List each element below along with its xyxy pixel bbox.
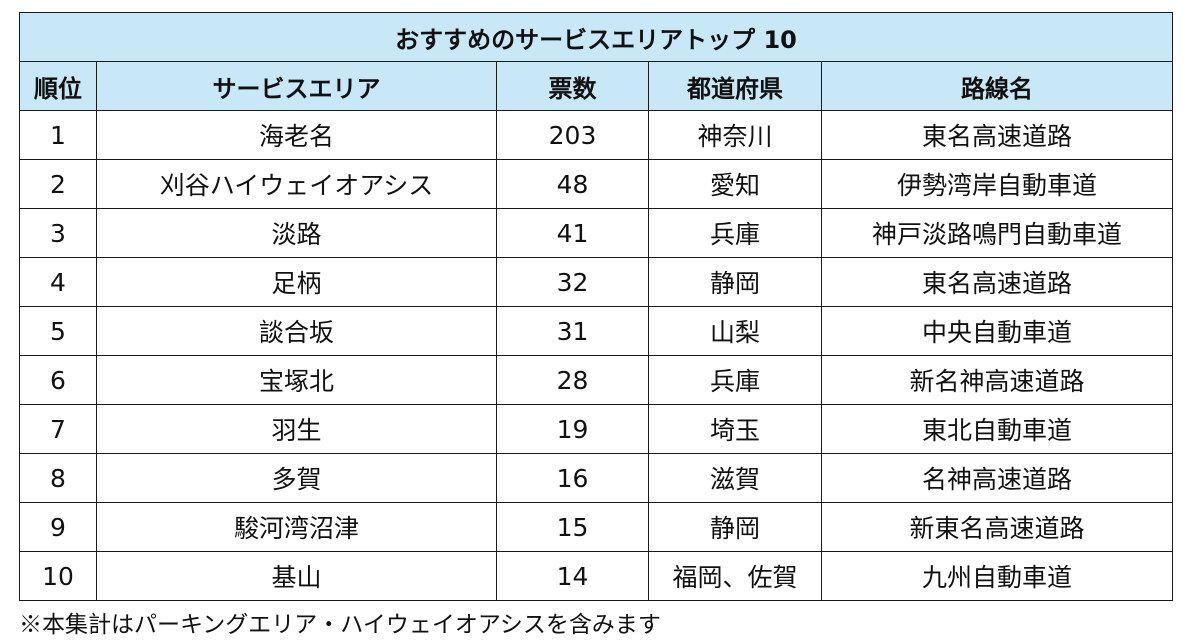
cell-votes: 15: [496, 502, 649, 552]
cell-prefecture: 神奈川: [648, 110, 822, 160]
cell-votes: 14: [496, 551, 649, 601]
cell-rank: 1: [19, 110, 97, 160]
cell-rank: 9: [19, 502, 97, 552]
cell-service-area: 基山: [96, 551, 497, 601]
cell-route: 新東名高速道路: [820, 502, 1174, 552]
cell-prefecture: 静岡: [648, 502, 822, 552]
cell-votes: 16: [496, 453, 649, 503]
cell-prefecture: 山梨: [648, 306, 822, 356]
cell-route: 伊勢湾岸自動車道: [820, 159, 1174, 209]
cell-prefecture: 滋賀: [648, 453, 822, 503]
header-rank: 順位: [19, 61, 97, 111]
cell-votes: 28: [496, 355, 649, 405]
table-title: おすすめのサービスエリアトップ 10: [18, 12, 1174, 62]
table-row: 3 淡路 41 兵庫 神戸淡路鳴門自動車道: [19, 208, 1174, 258]
cell-rank: 4: [19, 257, 97, 307]
footnote: ※本集計はパーキングエリア・ハイウェイオアシスを含みます: [19, 612, 661, 638]
cell-service-area: 宝塚北: [96, 355, 497, 405]
table-row: 6 宝塚北 28 兵庫 新名神高速道路: [19, 355, 1174, 405]
cell-votes: 48: [496, 159, 649, 209]
cell-votes: 19: [496, 404, 649, 454]
cell-service-area: 足柄: [96, 257, 497, 307]
table-row: 4 足柄 32 静岡 東名高速道路: [19, 257, 1174, 307]
cell-rank: 6: [19, 355, 97, 405]
cell-rank: 8: [19, 453, 97, 503]
cell-route: 東名高速道路: [820, 110, 1174, 160]
table-row: 2 刈谷ハイウェイオアシス 48 愛知 伊勢湾岸自動車道: [19, 159, 1174, 209]
cell-service-area: 海老名: [96, 110, 497, 160]
cell-votes: 203: [496, 110, 649, 160]
table-row: 7 羽生 19 埼玉 東北自動車道: [19, 404, 1174, 454]
cell-prefecture: 静岡: [648, 257, 822, 307]
cell-rank: 3: [19, 208, 97, 258]
table-header-row: 順位 サービスエリア 票数 都道府県 路線名: [19, 61, 1174, 111]
cell-prefecture: 兵庫: [648, 355, 822, 405]
cell-prefecture: 兵庫: [648, 208, 822, 258]
table-title-row: おすすめのサービスエリアトップ 10: [18, 12, 1174, 62]
table-row: 9 駿河湾沼津 15 静岡 新東名高速道路: [19, 502, 1174, 552]
table-row: 10 基山 14 福岡、佐賀 九州自動車道: [19, 551, 1174, 601]
cell-rank: 5: [19, 306, 97, 356]
cell-route: 中央自動車道: [820, 306, 1174, 356]
header-prefecture: 都道府県: [648, 61, 822, 111]
cell-rank: 2: [19, 159, 97, 209]
table-row: 8 多賀 16 滋賀 名神高速道路: [19, 453, 1174, 503]
cell-route: 東北自動車道: [820, 404, 1174, 454]
cell-rank: 10: [19, 551, 97, 601]
cell-prefecture: 福岡、佐賀: [648, 551, 822, 601]
cell-route: 東名高速道路: [820, 257, 1174, 307]
header-route: 路線名: [820, 61, 1174, 111]
cell-service-area: 多賀: [96, 453, 497, 503]
cell-route: 新名神高速道路: [820, 355, 1174, 405]
ranking-table-container: おすすめのサービスエリアトップ 10 順位 サービスエリア 票数 都道府県 路線…: [18, 12, 1174, 601]
header-votes: 票数: [496, 61, 649, 111]
ranking-table: おすすめのサービスエリアトップ 10 順位 サービスエリア 票数 都道府県 路線…: [18, 12, 1174, 601]
table-row: 1 海老名 203 神奈川 東名高速道路: [19, 110, 1174, 160]
cell-service-area: 談合坂: [96, 306, 497, 356]
table-row: 5 談合坂 31 山梨 中央自動車道: [19, 306, 1174, 356]
cell-service-area: 刈谷ハイウェイオアシス: [96, 159, 497, 209]
cell-route: 名神高速道路: [820, 453, 1174, 503]
cell-route: 九州自動車道: [820, 551, 1174, 601]
cell-service-area: 羽生: [96, 404, 497, 454]
header-service-area: サービスエリア: [96, 61, 497, 111]
cell-votes: 32: [496, 257, 649, 307]
cell-rank: 7: [19, 404, 97, 454]
cell-prefecture: 愛知: [648, 159, 822, 209]
cell-votes: 31: [496, 306, 649, 356]
cell-prefecture: 埼玉: [648, 404, 822, 454]
cell-route: 神戸淡路鳴門自動車道: [820, 208, 1174, 258]
cell-votes: 41: [496, 208, 649, 258]
cell-service-area: 駿河湾沼津: [96, 502, 497, 552]
cell-service-area: 淡路: [96, 208, 497, 258]
